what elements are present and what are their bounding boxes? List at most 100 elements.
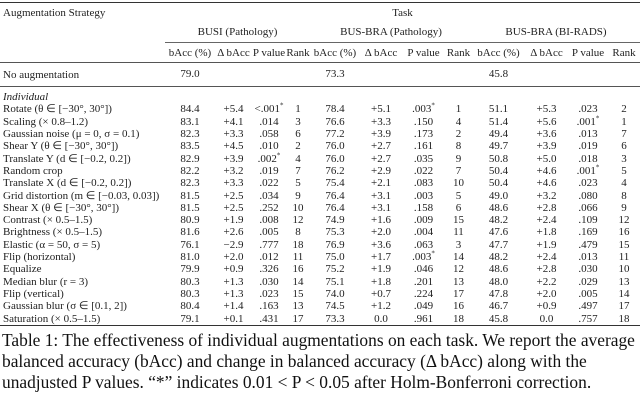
table-row: Elastic (α = 50, σ = 5) 76.1 −2.9 .777 18 76.… <box>0 239 640 251</box>
p-value-cell: <.001* <box>252 102 286 116</box>
rank-cell: 7 <box>621 128 627 141</box>
p-value-cell: .005 <box>259 226 279 239</box>
rank-cell: 6 <box>295 128 301 141</box>
column-header: Rank <box>612 46 636 59</box>
p-value-cell: .109 <box>578 214 598 227</box>
baseline-name: No augmentation <box>3 68 80 81</box>
delta-cell: +1.9 <box>223 214 244 227</box>
strategy-name: Translate Y (d ∈ [−0.2, 0.2]) <box>3 152 131 165</box>
table-row: Flip (horizontal) 81.0 +2.0 .012 11 75.0 +1.7.… <box>0 249 640 264</box>
bacc-cell: 50.4 <box>488 164 509 177</box>
bacc-cell: 81.5 <box>180 201 200 214</box>
delta-cell: +2.1 <box>371 177 391 190</box>
p-value-cell: .018 <box>578 152 598 165</box>
p-value-cell: .034 <box>259 189 279 202</box>
rank-cell: 7 <box>295 164 301 177</box>
delta-cell: +2.9 <box>371 164 391 177</box>
section-label: Individual <box>3 91 49 104</box>
delta-cell: +3.6 <box>536 128 557 141</box>
p-value-cell: .001* <box>568 164 608 177</box>
p-value-cell: .777 <box>259 238 279 251</box>
p-value-cell: .080 <box>578 189 598 202</box>
bacc-cell: 47.6 <box>488 226 509 239</box>
p-value-cell: .161 <box>413 140 434 153</box>
delta-cell: +3.1 <box>371 189 391 202</box>
delta-cell: +5.1 <box>371 103 391 116</box>
bacc-cell: 79.9 <box>180 263 200 276</box>
significance-mark: * <box>431 249 435 258</box>
delta-cell: +2.0 <box>536 287 557 300</box>
delta-cell: +4.1 <box>223 115 244 128</box>
table-row: Median blur (r = 3) 80.3 +1.3 .030 14 75.1 +1.… <box>0 276 640 288</box>
column-header: Δ bAcc <box>217 46 250 59</box>
delta-cell: +0.7 <box>371 287 391 300</box>
p-value-cell: .023 <box>578 177 598 190</box>
column-header: Δ bAcc <box>364 46 398 59</box>
p-value-cell: .201 <box>413 275 434 288</box>
bacc-cell: 74.9 <box>325 214 345 227</box>
results-table: Augmentation Strategy Task BUSI (Patholo… <box>0 2 640 326</box>
table-row: Translate X (d ∈ [−0.2, 0.2]) 82.3 +3.3 .02… <box>0 177 640 189</box>
delta-cell: +0.1 <box>223 312 244 325</box>
bacc-cell: 80.4 <box>180 300 200 313</box>
strategy-name: Median blur (r = 3) <box>3 275 89 288</box>
strategy-name: Shear Y (θ ∈ [−30°, 30°]) <box>3 140 119 153</box>
rank-cell: 14 <box>618 287 630 300</box>
bacc-cell: 80.9 <box>180 214 200 227</box>
delta-cell: +2.0 <box>223 251 244 264</box>
bacc-cell: 48.0 <box>488 275 509 288</box>
p-value-cell: .002* <box>252 152 286 165</box>
p-value-cell: .252 <box>259 201 279 214</box>
delta-cell: +2.5 <box>223 189 244 202</box>
baseline-row: No augmentation 79.0 73.3 45.8 <box>0 62 640 87</box>
delta-cell: +4.6 <box>536 177 557 190</box>
table-row: Contrast (× 0.5–1.5) 80.9 +1.9 .008 12 74.9 +1… <box>0 214 640 226</box>
column-header: Δ bAcc <box>530 46 563 59</box>
p-value-cell: .001* <box>568 115 608 128</box>
bacc-cell: 74.0 <box>325 287 345 300</box>
p-value-cell: .058 <box>259 128 279 141</box>
column-header: P value <box>571 46 605 59</box>
p-value-cell: .022 <box>413 164 434 177</box>
rank-cell: 18 <box>618 312 630 325</box>
delta-cell: +3.9 <box>371 128 391 141</box>
bacc-cell: 49.0 <box>488 189 509 202</box>
delta-cell: +2.8 <box>536 201 557 214</box>
p-value-cell: .066 <box>578 201 598 214</box>
column-header: bAcc (%) <box>477 46 520 59</box>
strategy-name: Rotate (θ ∈ [−30°, 30°]) <box>3 103 112 116</box>
group-header: BUS-BRA (BI-RADS) <box>472 22 640 43</box>
table-caption: Table 1: The effectiveness of individual… <box>2 330 635 392</box>
rank-cell: 12 <box>453 263 464 276</box>
rank-cell: 11 <box>618 251 630 264</box>
strategy-header: Augmentation Strategy <box>3 7 106 19</box>
section-row: Individual <box>0 87 640 104</box>
p-value-cell: .013 <box>578 128 598 141</box>
p-value-cell: .019 <box>259 164 279 177</box>
rank-cell: 3 <box>295 115 301 128</box>
delta-cell: 0.0 <box>374 312 388 325</box>
p-value: .003 <box>412 103 432 116</box>
p-value: <.001 <box>254 103 280 116</box>
delta-cell: +3.3 <box>223 177 244 190</box>
delta-cell: +0.9 <box>536 300 557 313</box>
rank-cell: 14 <box>292 275 304 288</box>
strategy-name: Random crop <box>3 164 63 177</box>
baseline-bacc: 73.3 <box>325 68 345 81</box>
bacc-cell: 75.4 <box>325 177 345 190</box>
p-value-cell: .326 <box>259 263 279 276</box>
p-value-cell: .003 <box>413 189 434 202</box>
task-header: Task <box>392 7 413 19</box>
p-value-cell: .479 <box>578 238 598 251</box>
bacc-cell: 49.4 <box>488 128 509 141</box>
delta-cell: +1.8 <box>371 275 391 288</box>
delta-cell: +2.4 <box>536 251 557 264</box>
column-header: bAcc (%) <box>313 46 357 59</box>
rank-cell: 4 <box>621 177 627 190</box>
bacc-cell: 75.1 <box>325 275 345 288</box>
bacc-cell: 75.3 <box>325 226 345 239</box>
bacc-cell: 50.4 <box>488 177 509 190</box>
rank-cell: 10 <box>618 263 630 276</box>
rank-cell: 10 <box>292 201 304 214</box>
bacc-cell: 80.3 <box>180 287 200 300</box>
